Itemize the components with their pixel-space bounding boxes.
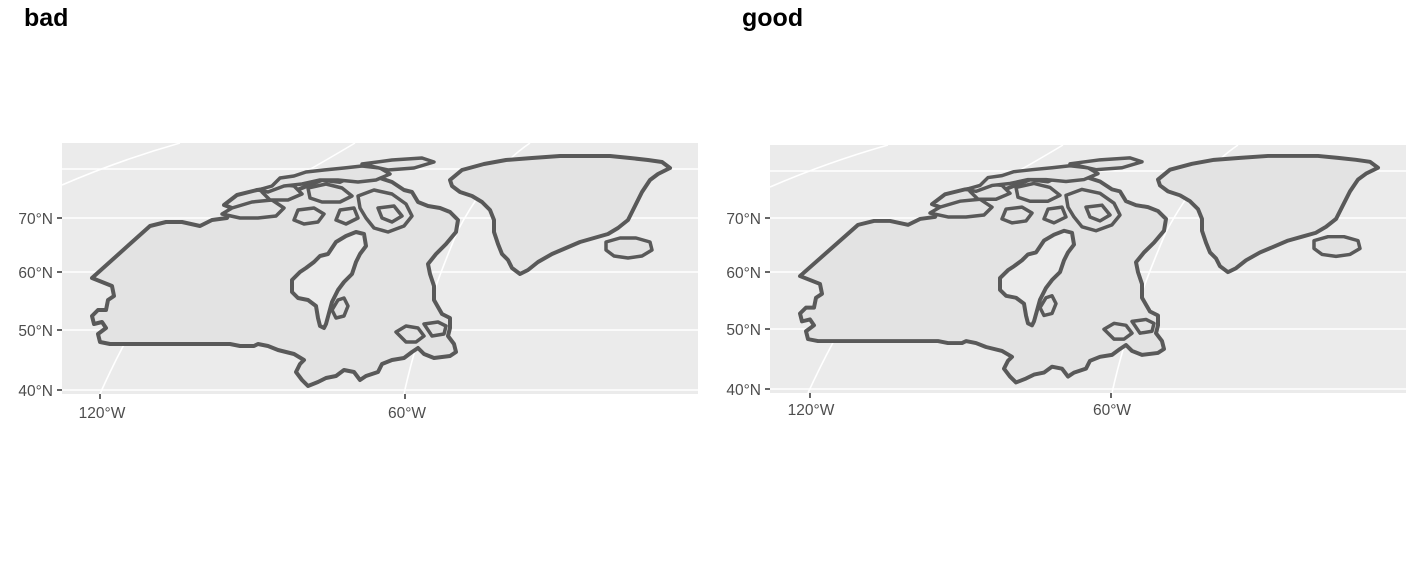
- x-tick-label: 60°W: [388, 405, 426, 422]
- y-tick-label: 70°N: [18, 211, 53, 228]
- x-tick-label: 60°W: [1093, 402, 1131, 419]
- y-tick-label: 60°N: [18, 265, 53, 282]
- y-tick-label: 50°N: [726, 322, 761, 339]
- map-panel-bad: 70°N 60°N 50°N 40°N 120°W 60°W: [18, 142, 698, 422]
- x-tick-label: 120°W: [79, 405, 126, 422]
- y-tick-label: 40°N: [18, 383, 53, 400]
- panel-title-good: good: [742, 4, 804, 32]
- x-axis: 120°W 60°W: [788, 393, 1131, 419]
- y-tick-label: 40°N: [726, 382, 761, 399]
- y-tick-label: 60°N: [726, 265, 761, 282]
- x-axis: 120°W 60°W: [79, 394, 426, 422]
- x-tick-label: 120°W: [788, 402, 835, 419]
- y-tick-label: 50°N: [18, 323, 53, 340]
- map-panel-good: 70°N 60°N 50°N 40°N 120°W 60°W: [726, 144, 1406, 419]
- y-tick-label: 70°N: [726, 211, 761, 228]
- panel-title-bad: bad: [24, 4, 69, 32]
- y-axis: 70°N 60°N 50°N 40°N: [726, 211, 770, 399]
- y-axis: 70°N 60°N 50°N 40°N: [18, 211, 62, 400]
